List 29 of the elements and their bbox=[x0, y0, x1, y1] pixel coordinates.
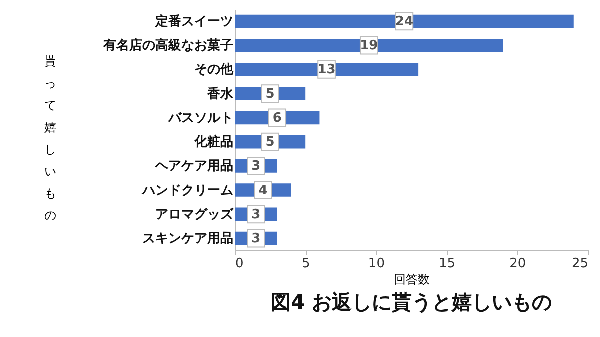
y-axis-title: 貰って嬉しいもの bbox=[44, 54, 56, 222]
y-tick-label: ヘアケア用品 bbox=[154, 159, 234, 174]
x-tick-label: 15 bbox=[439, 256, 456, 272]
data-label: 5 bbox=[266, 86, 275, 102]
y-tick-label: スキンケア用品 bbox=[142, 232, 234, 247]
y-tick-label: アロマグッズ bbox=[156, 207, 234, 222]
data-label: 3 bbox=[252, 232, 261, 247]
x-tick-label: 0 bbox=[236, 256, 244, 272]
y-tick-label: 定番スイーツ bbox=[154, 13, 234, 30]
data-label: 3 bbox=[252, 159, 261, 174]
data-label: 4 bbox=[258, 183, 268, 198]
y-tick-label: 香水 bbox=[206, 86, 234, 102]
y-tick-label: その他 bbox=[194, 62, 234, 78]
text: 図4 お返しに貰うと嬉しいもの bbox=[271, 290, 552, 314]
data-label: 24 bbox=[395, 14, 414, 30]
x-tick-label: 20 bbox=[510, 256, 526, 272]
x-tick-label: 10 bbox=[368, 256, 385, 272]
y-tick-label: 化粧品 bbox=[194, 134, 234, 150]
data-label: 19 bbox=[360, 38, 378, 54]
x-tick-label: 5 bbox=[302, 256, 310, 272]
y-tick-label: 有名店の高級なお菓子 bbox=[102, 38, 234, 54]
y-tick-label: ハンドクリーム bbox=[142, 183, 234, 198]
x-tick-label: 25 bbox=[572, 256, 588, 272]
data-label: 3 bbox=[252, 207, 261, 222]
data-label: 6 bbox=[272, 110, 282, 126]
y-tick-label: バスソルト bbox=[168, 110, 234, 126]
data-label: 5 bbox=[266, 135, 275, 150]
data-label: 13 bbox=[318, 62, 336, 78]
x-axis-title: 回答数 bbox=[394, 272, 430, 286]
